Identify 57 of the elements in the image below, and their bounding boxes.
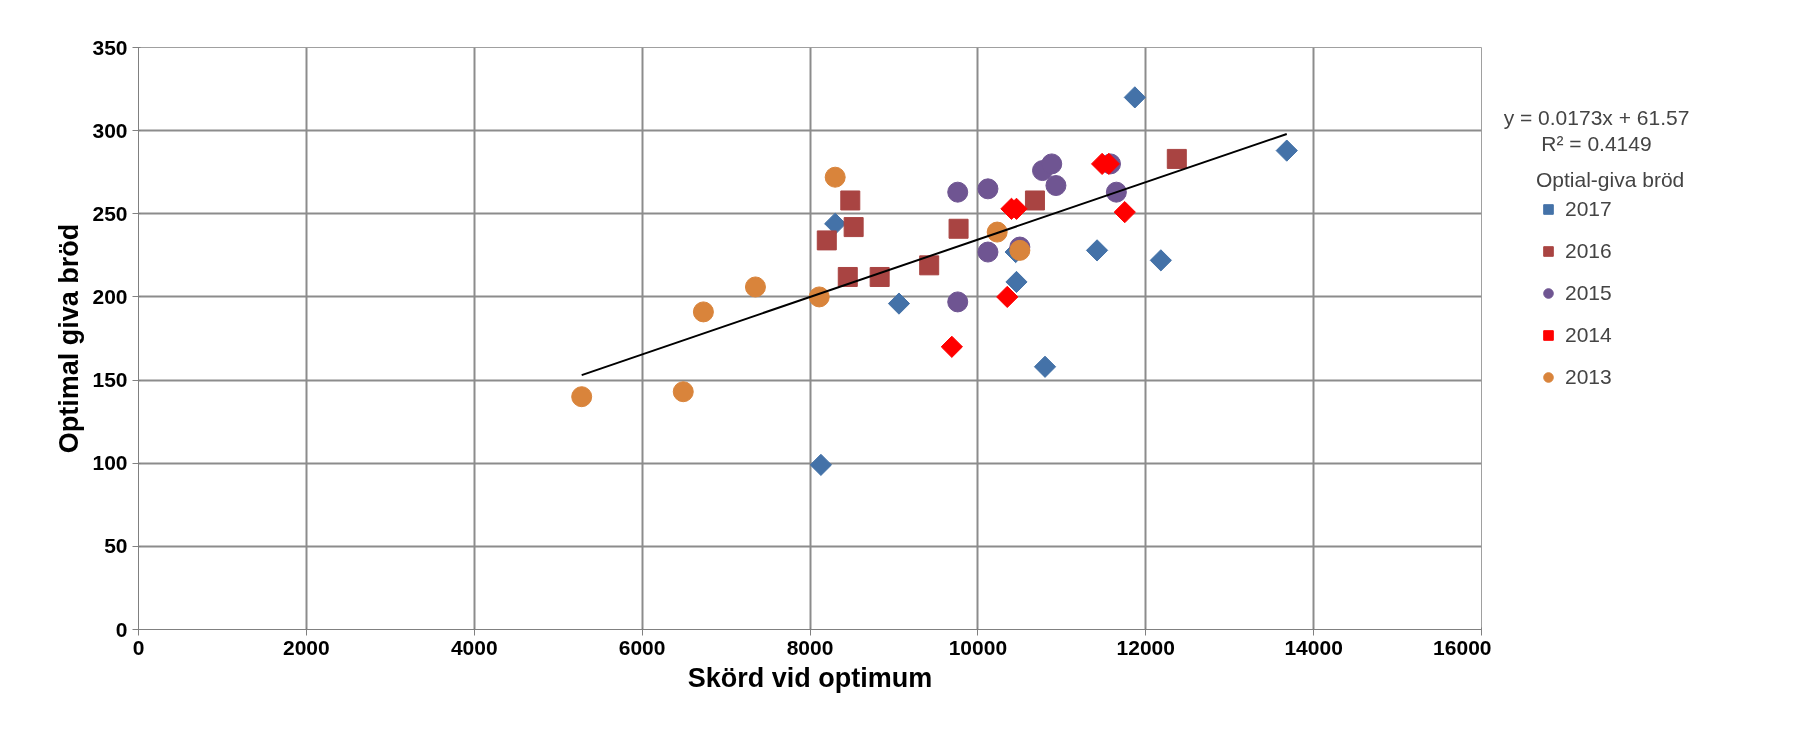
- point: [977, 241, 999, 263]
- y-axis-title: Optimal giva bröd: [54, 223, 85, 454]
- point: [672, 381, 694, 403]
- x-tick-label: 12000: [1116, 635, 1175, 659]
- point: [837, 266, 858, 287]
- x-tick-label: 10000: [948, 635, 1008, 659]
- point: [947, 291, 969, 313]
- point: [947, 181, 969, 203]
- x-tick-label: 8000: [786, 635, 834, 659]
- x-tick-label: 16000: [1433, 635, 1492, 659]
- x-axis-title: Skörd vid optimum: [687, 662, 933, 693]
- point: [809, 453, 833, 476]
- y-tick-label: 300: [92, 118, 128, 142]
- y-tick-label: 250: [92, 201, 128, 225]
- y-tick-label: 100: [92, 451, 128, 475]
- x-tick-label: 14000: [1284, 635, 1343, 659]
- point: [940, 335, 963, 358]
- point: [692, 301, 714, 323]
- point: [1149, 249, 1172, 272]
- y-tick-label: 0: [115, 617, 128, 641]
- x-tick-label: 2000: [283, 635, 330, 659]
- point: [843, 217, 864, 238]
- legend-label: 2016: [1565, 239, 1612, 263]
- y-tick-label: 150: [92, 368, 128, 392]
- point: [824, 166, 846, 188]
- point: [571, 386, 593, 408]
- point: [977, 178, 999, 200]
- y-tick-label: 350: [92, 35, 128, 59]
- y-tick-label: 200: [92, 284, 128, 308]
- legend-title: Optial-giva bröd: [1536, 168, 1685, 192]
- legend-label: 2013: [1565, 365, 1612, 389]
- point: [816, 230, 837, 251]
- y-tick-label: 50: [104, 534, 128, 558]
- point: [1275, 139, 1298, 162]
- x-tick-label: 6000: [618, 635, 666, 659]
- point: [887, 292, 911, 315]
- point: [996, 285, 1019, 309]
- legend-label: 2015: [1565, 281, 1612, 305]
- point: [1045, 175, 1067, 196]
- point: [1085, 239, 1109, 262]
- x-tick-label: 0: [132, 635, 145, 659]
- point: [919, 255, 940, 276]
- point: [1123, 86, 1146, 109]
- point: [1113, 201, 1136, 224]
- text: R² = 0.4149: [1541, 132, 1652, 156]
- point: [1024, 190, 1045, 211]
- legend-label: 2017: [1565, 197, 1612, 221]
- point: [744, 276, 766, 298]
- point: [1033, 355, 1057, 378]
- point: [1166, 148, 1187, 169]
- point: [840, 190, 861, 211]
- point: [1041, 153, 1063, 175]
- x-tick-label: 4000: [450, 635, 498, 659]
- point: [1005, 270, 1028, 294]
- text: y = 0.0173x + 61.57: [1503, 105, 1690, 129]
- legend-label: 2014: [1565, 323, 1612, 347]
- point: [948, 218, 969, 239]
